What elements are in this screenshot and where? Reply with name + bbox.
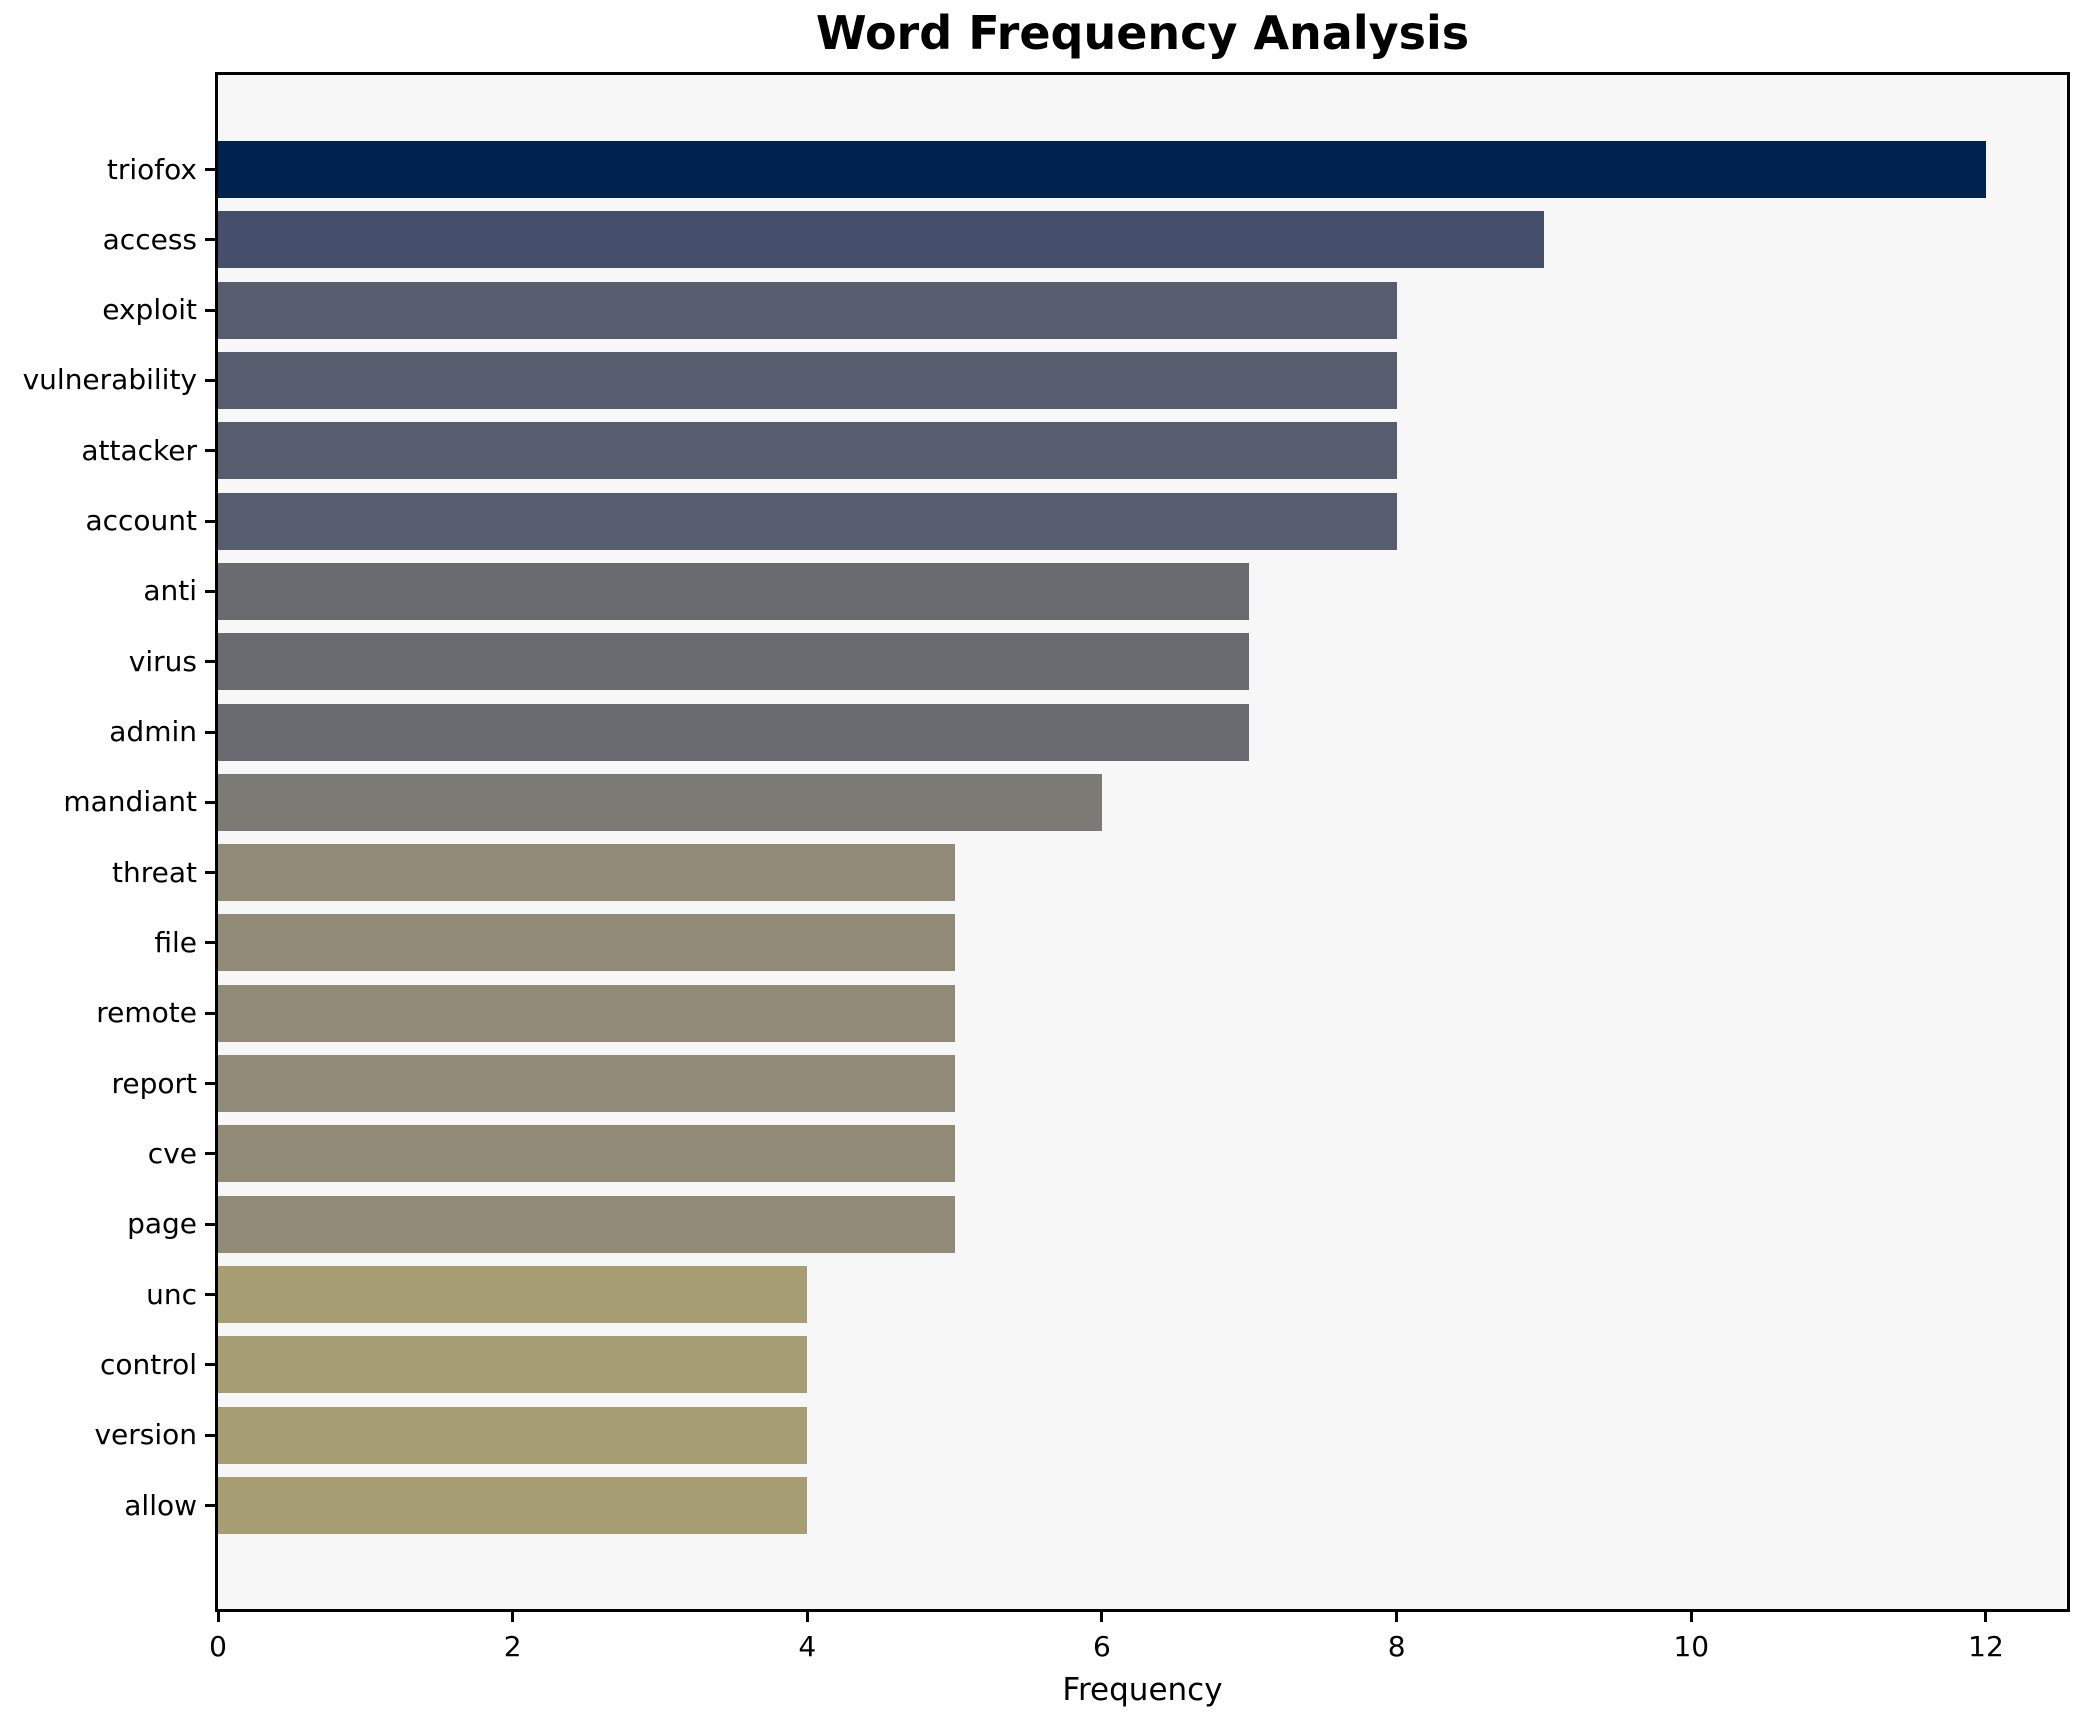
y-tick-label-page: page bbox=[127, 1207, 197, 1241]
y-tick-label-unc: unc bbox=[146, 1277, 197, 1311]
bar-attacker bbox=[218, 422, 1397, 480]
bar-anti bbox=[218, 562, 1250, 620]
y-tick-mark bbox=[205, 589, 215, 593]
bar-account bbox=[218, 492, 1397, 550]
y-tick-mark bbox=[205, 660, 215, 664]
bar-cve bbox=[218, 1125, 955, 1183]
y-tick-mark bbox=[205, 1293, 215, 1297]
x-tick-label-8: 8 bbox=[1387, 1630, 1406, 1663]
y-tick-label-threat: threat bbox=[112, 855, 197, 889]
y-tick-label-admin: admin bbox=[109, 715, 197, 749]
x-tick-label-4: 4 bbox=[798, 1630, 817, 1663]
y-tick-mark bbox=[205, 168, 215, 171]
x-tick-mark bbox=[511, 1612, 515, 1622]
x-tick-label-10: 10 bbox=[1673, 1630, 1710, 1663]
y-tick-mark bbox=[205, 871, 215, 875]
bar-mandiant bbox=[218, 773, 1102, 831]
y-tick-mark bbox=[205, 1363, 215, 1367]
bar-file bbox=[218, 914, 955, 972]
bar-threat bbox=[218, 844, 955, 902]
y-tick-label-mandiant: mandiant bbox=[63, 785, 197, 819]
y-tick-label-control: control bbox=[99, 1347, 197, 1381]
bar-access bbox=[218, 211, 1544, 269]
y-tick-label-vulnerability: vulnerability bbox=[22, 363, 197, 397]
chart-title: Word Frequency Analysis bbox=[815, 6, 1470, 60]
bar-control bbox=[218, 1336, 808, 1394]
bar-virus bbox=[218, 633, 1250, 691]
y-tick-mark bbox=[205, 1433, 215, 1437]
bar-allow bbox=[218, 1477, 808, 1534]
y-tick-mark bbox=[205, 378, 215, 382]
y-tick-label-anti: anti bbox=[143, 574, 197, 608]
y-tick-label-virus: virus bbox=[128, 644, 197, 678]
bar-unc bbox=[218, 1266, 808, 1324]
x-tick-label-6: 6 bbox=[1093, 1630, 1111, 1663]
x-tick-mark bbox=[1689, 1612, 1693, 1622]
x-tick-label-0: 0 bbox=[209, 1630, 227, 1663]
plot-area bbox=[215, 72, 2070, 1612]
y-tick-label-access: access bbox=[102, 222, 197, 256]
bar-vulnerability bbox=[218, 351, 1397, 409]
x-axis-label: Frequency bbox=[1062, 1672, 1223, 1708]
y-tick-mark bbox=[205, 730, 215, 734]
y-tick-label-account: account bbox=[85, 504, 197, 538]
y-tick-label-attacker: attacker bbox=[81, 433, 197, 467]
y-tick-label-cve: cve bbox=[147, 1136, 197, 1170]
y-tick-label-triofox: triofox bbox=[106, 152, 197, 186]
y-tick-label-version: version bbox=[94, 1418, 197, 1452]
y-tick-mark bbox=[205, 1152, 215, 1156]
y-tick-mark bbox=[205, 238, 215, 242]
bar-remote bbox=[218, 984, 955, 1042]
x-tick-mark bbox=[1984, 1612, 1988, 1622]
x-tick-label-2: 2 bbox=[503, 1630, 522, 1663]
bar-page bbox=[218, 1195, 955, 1253]
y-tick-mark bbox=[205, 1504, 215, 1507]
x-tick-mark bbox=[1100, 1612, 1104, 1622]
y-tick-mark bbox=[205, 519, 215, 523]
y-tick-mark bbox=[205, 1082, 215, 1086]
x-tick-mark bbox=[1395, 1612, 1399, 1622]
y-tick-label-exploit: exploit bbox=[102, 293, 197, 327]
y-tick-mark bbox=[205, 1011, 215, 1015]
bar-admin bbox=[218, 703, 1250, 761]
bar-triofox bbox=[218, 141, 1986, 198]
y-tick-label-allow: allow bbox=[124, 1488, 197, 1522]
y-tick-mark bbox=[205, 800, 215, 804]
bar-exploit bbox=[218, 281, 1397, 339]
y-tick-label-file: file bbox=[154, 925, 197, 959]
y-tick-mark bbox=[205, 449, 215, 453]
y-tick-label-report: report bbox=[111, 1066, 197, 1100]
y-tick-mark bbox=[205, 941, 215, 945]
x-tick-mark bbox=[805, 1612, 809, 1622]
y-tick-label-remote: remote bbox=[96, 996, 197, 1030]
y-tick-mark bbox=[205, 308, 215, 312]
x-tick-label-12: 12 bbox=[1968, 1630, 2004, 1663]
x-tick-mark bbox=[216, 1612, 220, 1622]
bar-report bbox=[218, 1055, 955, 1113]
bar-version bbox=[218, 1406, 808, 1464]
y-tick-mark bbox=[205, 1222, 215, 1226]
